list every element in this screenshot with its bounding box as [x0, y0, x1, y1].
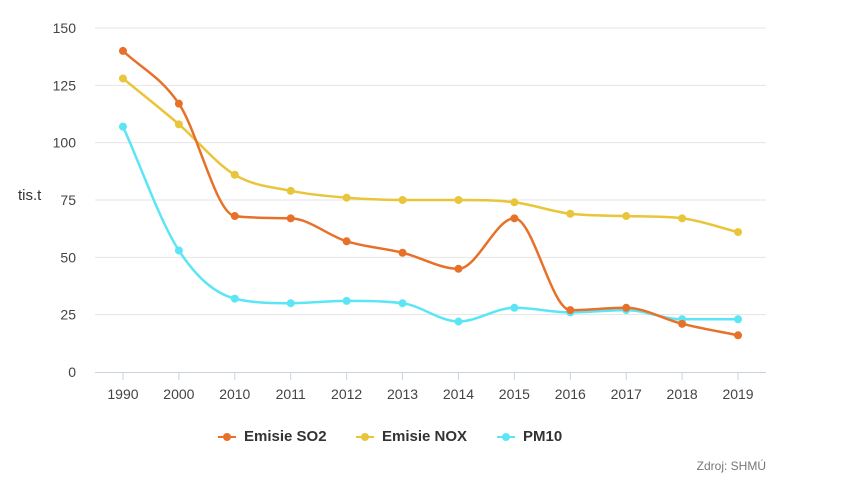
data-point[interactable]: [342, 237, 351, 246]
data-point[interactable]: [398, 299, 407, 308]
legend-label-nox: Emisie NOX: [382, 428, 468, 445]
legend-item-so2[interactable]: Emisie SO2: [218, 428, 327, 445]
series-points: [118, 46, 743, 340]
data-point[interactable]: [230, 294, 239, 303]
data-point[interactable]: [342, 296, 351, 305]
data-point[interactable]: [286, 214, 295, 223]
data-point[interactable]: [398, 248, 407, 257]
data-point[interactable]: [118, 122, 127, 131]
data-point[interactable]: [678, 214, 687, 223]
legend-symbol-pm10: [497, 432, 515, 442]
y-axis-label: tis.t: [18, 187, 42, 204]
legend-symbol-so2: [218, 432, 236, 442]
data-point[interactable]: [286, 299, 295, 308]
source-credit: Zdroj: SHMÚ: [696, 459, 766, 473]
series-line: [121, 49, 740, 337]
x-tick-label: 2013: [387, 386, 418, 402]
x-tick-label: 2011: [276, 386, 306, 402]
y-tick-label: 50: [60, 249, 76, 265]
x-tick-label: 2016: [555, 386, 586, 402]
data-point[interactable]: [230, 170, 239, 179]
data-point[interactable]: [510, 198, 519, 207]
x-tick-label: 2018: [667, 386, 698, 402]
data-point[interactable]: [230, 212, 239, 221]
x-tick-label: 2000: [163, 386, 194, 402]
legend-label-pm10: PM10: [523, 428, 563, 445]
legend-label-so2: Emisie SO2: [244, 428, 327, 445]
series-line: [121, 125, 740, 323]
data-point[interactable]: [454, 264, 463, 273]
data-point[interactable]: [454, 196, 463, 204]
series-line: [121, 77, 740, 234]
legend-symbol-nox: [356, 432, 374, 442]
y-tick-label: 100: [53, 135, 77, 151]
x-tick-label: 2017: [611, 386, 642, 402]
data-point[interactable]: [118, 46, 127, 55]
x-tick-label: 2014: [443, 386, 474, 402]
data-point[interactable]: [398, 196, 407, 204]
legend-item-nox[interactable]: Emisie NOX: [356, 428, 467, 445]
data-point[interactable]: [678, 319, 687, 328]
data-point[interactable]: [734, 331, 743, 340]
x-tick-label: 2015: [499, 386, 530, 402]
data-point[interactable]: [622, 303, 631, 312]
data-point[interactable]: [174, 120, 183, 129]
y-tick-label: 0: [68, 364, 76, 380]
x-tick-label: 2012: [331, 386, 362, 402]
data-point[interactable]: [342, 193, 351, 202]
series-lines: [121, 49, 740, 337]
data-point[interactable]: [454, 317, 463, 326]
data-point[interactable]: [174, 99, 183, 108]
y-tick-label: 25: [60, 307, 76, 323]
y-tick-label: 125: [53, 77, 77, 93]
x-tick-label: 1990: [107, 386, 138, 402]
data-point[interactable]: [286, 186, 295, 195]
data-point[interactable]: [510, 214, 519, 223]
x-axis-ticks: 1990 2000 2010 2011 2012 2013 2014 2015 2016 2017…: [107, 372, 754, 402]
legend-item-pm10[interactable]: PM10: [497, 428, 562, 445]
y-axis-ticks: 0 25 50 75 100 125 150: [53, 20, 77, 380]
x-tick-label: 2019: [722, 386, 753, 402]
data-point[interactable]: [622, 212, 631, 221]
data-point[interactable]: [566, 306, 575, 315]
data-point[interactable]: [174, 246, 183, 255]
data-point[interactable]: [510, 303, 519, 312]
data-point[interactable]: [734, 228, 743, 237]
legend: Emisie SO2 Emisie NOX PM10: [0, 428, 850, 450]
x-tick-label: 2010: [219, 386, 250, 402]
y-tick-label: 150: [53, 20, 77, 36]
data-point[interactable]: [734, 315, 743, 324]
data-point[interactable]: [566, 209, 575, 218]
y-tick-label: 75: [60, 192, 76, 208]
data-point[interactable]: [118, 74, 127, 83]
